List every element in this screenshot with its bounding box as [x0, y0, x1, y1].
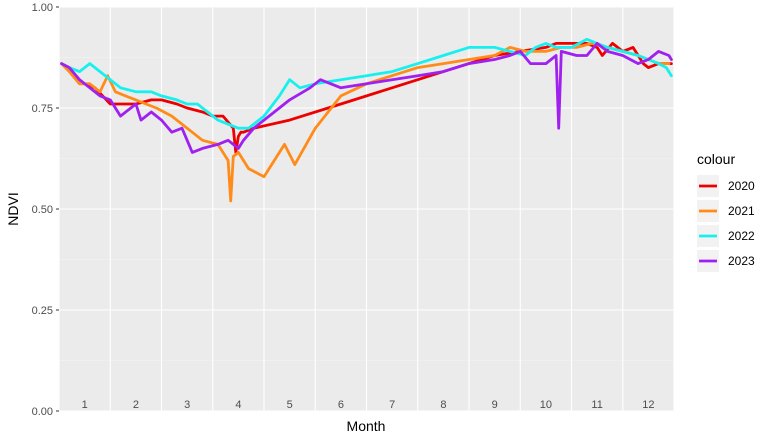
legend-label-2020: 2020: [728, 179, 755, 193]
x-tick-label: 8: [440, 399, 446, 411]
x-tick-label: 7: [389, 399, 395, 411]
series-line-2023: [60, 42, 673, 154]
legend-title: colour: [697, 151, 735, 167]
y-tick-label: 0.50: [32, 204, 53, 216]
x-tick-label: 5: [287, 399, 293, 411]
y-tick-label: 1.00: [32, 2, 53, 14]
legend-label-2022: 2022: [728, 229, 755, 243]
series-lines: [60, 37, 673, 203]
y-tick-label: 0.00: [32, 406, 53, 418]
legend: colour 2020 2021 2022 2023: [697, 151, 755, 272]
x-tick-label: 12: [642, 399, 654, 411]
x-tick-label: 3: [184, 399, 190, 411]
y-tick-label: 0.25: [32, 305, 53, 317]
y-tick-label: 0.75: [32, 103, 53, 115]
legend-label-2023: 2023: [728, 254, 755, 268]
x-axis-title: Month: [347, 418, 386, 434]
x-tick-labels: 1 2 3 4 5 6 7 8 9 10 11 12: [82, 399, 655, 411]
x-tick-label: 2: [133, 399, 139, 411]
legend-label-2021: 2021: [728, 204, 755, 218]
x-tick-label: 9: [492, 399, 498, 411]
x-tick-label: 10: [540, 399, 552, 411]
x-tick-label: 11: [591, 399, 602, 411]
x-tick-label: 6: [338, 399, 344, 411]
x-tick-label: 4: [235, 399, 241, 411]
y-axis: 0.00 0.25 0.50 0.75 1.00: [32, 2, 59, 418]
x-tick-label: 1: [82, 399, 88, 411]
y-axis-title: NDVI: [5, 192, 21, 225]
